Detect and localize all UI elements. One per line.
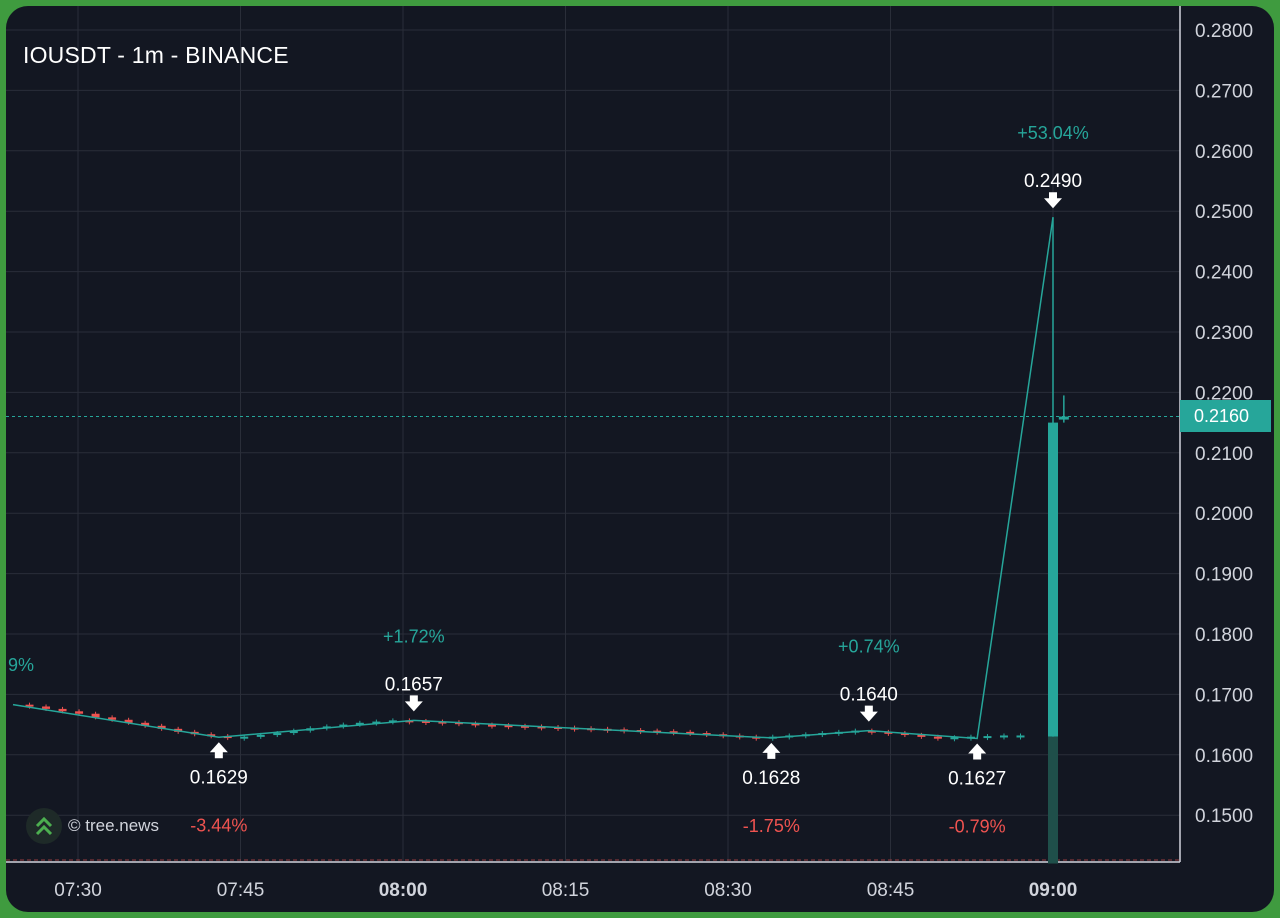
candle bbox=[75, 711, 84, 714]
candle bbox=[157, 725, 166, 729]
time-axis-tick-label: 09:00 bbox=[1029, 880, 1078, 901]
zigzag-line bbox=[12, 217, 1054, 740]
pivot-price-label: 0.1657 bbox=[385, 674, 443, 695]
price-axis-tick-label: 0.2600 bbox=[1195, 142, 1253, 163]
candle bbox=[207, 734, 216, 737]
time-axis-tick-label: 08:15 bbox=[542, 880, 590, 901]
price-axis-tick-label: 0.1800 bbox=[1195, 625, 1253, 646]
pivot-change-label: +1.72% bbox=[383, 626, 445, 646]
watermark-text: © tree.news bbox=[68, 816, 159, 835]
candle bbox=[933, 736, 942, 739]
price-axis-tick-label: 0.1600 bbox=[1195, 746, 1253, 767]
arrow-down-icon bbox=[1044, 192, 1062, 209]
candle bbox=[504, 725, 513, 728]
pivot-price-label: 0.1640 bbox=[840, 685, 898, 706]
candle bbox=[355, 722, 364, 725]
candle bbox=[669, 731, 678, 734]
candle bbox=[108, 717, 117, 720]
candle bbox=[91, 713, 100, 718]
candle bbox=[1048, 422, 1058, 737]
candle bbox=[867, 730, 876, 733]
price-axis-tick-label: 0.2500 bbox=[1195, 202, 1253, 223]
candle bbox=[521, 725, 530, 728]
arrow-up-icon bbox=[762, 742, 781, 759]
candle bbox=[256, 734, 265, 737]
pivot-change-label: -0.79% bbox=[949, 816, 1006, 836]
price-axis-tick-label: 0.2800 bbox=[1195, 21, 1253, 42]
double-chevron-up-icon bbox=[26, 808, 62, 844]
time-axis-tick-label: 08:00 bbox=[379, 880, 428, 901]
candle bbox=[289, 730, 298, 734]
price-axis-tick-label: 0.2000 bbox=[1195, 504, 1253, 525]
price-axis-tick-label: 0.2100 bbox=[1195, 444, 1253, 465]
pivot-price-label: 0.2490 bbox=[1024, 171, 1082, 192]
time-axis-tick-label: 07:30 bbox=[54, 880, 102, 901]
arrow-up-icon bbox=[968, 743, 987, 760]
last-price-tag: 0.2160 bbox=[1180, 400, 1271, 432]
candle bbox=[339, 724, 348, 727]
candle bbox=[141, 722, 150, 726]
arrow-down-icon bbox=[404, 695, 423, 712]
candle bbox=[686, 731, 695, 734]
candle bbox=[487, 724, 496, 727]
candle bbox=[124, 719, 133, 723]
candle bbox=[421, 720, 430, 723]
chart-title: IOUSDT - 1m - BINANCE bbox=[23, 42, 289, 68]
price-axis-tick-label: 0.2300 bbox=[1195, 323, 1253, 344]
candle bbox=[25, 704, 34, 707]
price-axis-tick-label: 0.1700 bbox=[1195, 685, 1253, 706]
pivot-change-label: +0.74% bbox=[838, 637, 900, 657]
time-axis-tick-label: 08:45 bbox=[867, 880, 915, 901]
candle bbox=[917, 734, 926, 737]
pivot-price-label: 0.1627 bbox=[948, 768, 1006, 789]
price-axis-tick-label: 0.1500 bbox=[1195, 806, 1253, 827]
candle bbox=[900, 733, 909, 736]
price-axis-tick-label: 0.2700 bbox=[1195, 81, 1253, 102]
time-axis-tick-label: 08:30 bbox=[704, 880, 752, 901]
candle bbox=[388, 720, 397, 723]
arrow-down-icon bbox=[859, 705, 878, 722]
candle-shadow bbox=[1048, 736, 1058, 864]
edge-change-label: 9% bbox=[8, 655, 34, 675]
candle bbox=[372, 721, 381, 724]
pivot-change-label: -1.75% bbox=[743, 816, 800, 836]
price-axis-tick-label: 0.1900 bbox=[1195, 565, 1253, 586]
candle bbox=[884, 731, 893, 734]
arrow-up-icon bbox=[209, 742, 228, 759]
candle bbox=[537, 726, 546, 729]
candle bbox=[1016, 735, 1025, 738]
candle bbox=[983, 736, 992, 739]
candle bbox=[950, 737, 959, 740]
candle bbox=[58, 708, 67, 712]
candle bbox=[471, 723, 480, 726]
candle bbox=[1058, 416, 1069, 420]
candle bbox=[273, 733, 282, 736]
price-axis-tick-label: 0.2200 bbox=[1195, 383, 1253, 404]
price-chart[interactable]: 0.2800 0.2700 0.2600 0.2500 0.2400 0.2300 0.22… bbox=[6, 6, 1274, 912]
price-axis-tick-label: 0.2400 bbox=[1195, 263, 1253, 284]
pivot-change-label: +53.04% bbox=[1017, 123, 1089, 143]
pivot-price-label: 0.1628 bbox=[742, 768, 800, 789]
watermark: © tree.news bbox=[26, 808, 159, 844]
chart-frame: 0.2800 0.2700 0.2600 0.2500 0.2400 0.2300 0.22… bbox=[6, 6, 1274, 912]
candle bbox=[240, 736, 249, 739]
pivot-change-label: -3.44% bbox=[190, 815, 247, 835]
candle bbox=[438, 721, 447, 724]
candle bbox=[42, 706, 51, 709]
candle bbox=[999, 735, 1008, 738]
pivot-price-label: 0.1629 bbox=[190, 767, 248, 788]
time-axis-tick-label: 07:45 bbox=[217, 880, 265, 901]
